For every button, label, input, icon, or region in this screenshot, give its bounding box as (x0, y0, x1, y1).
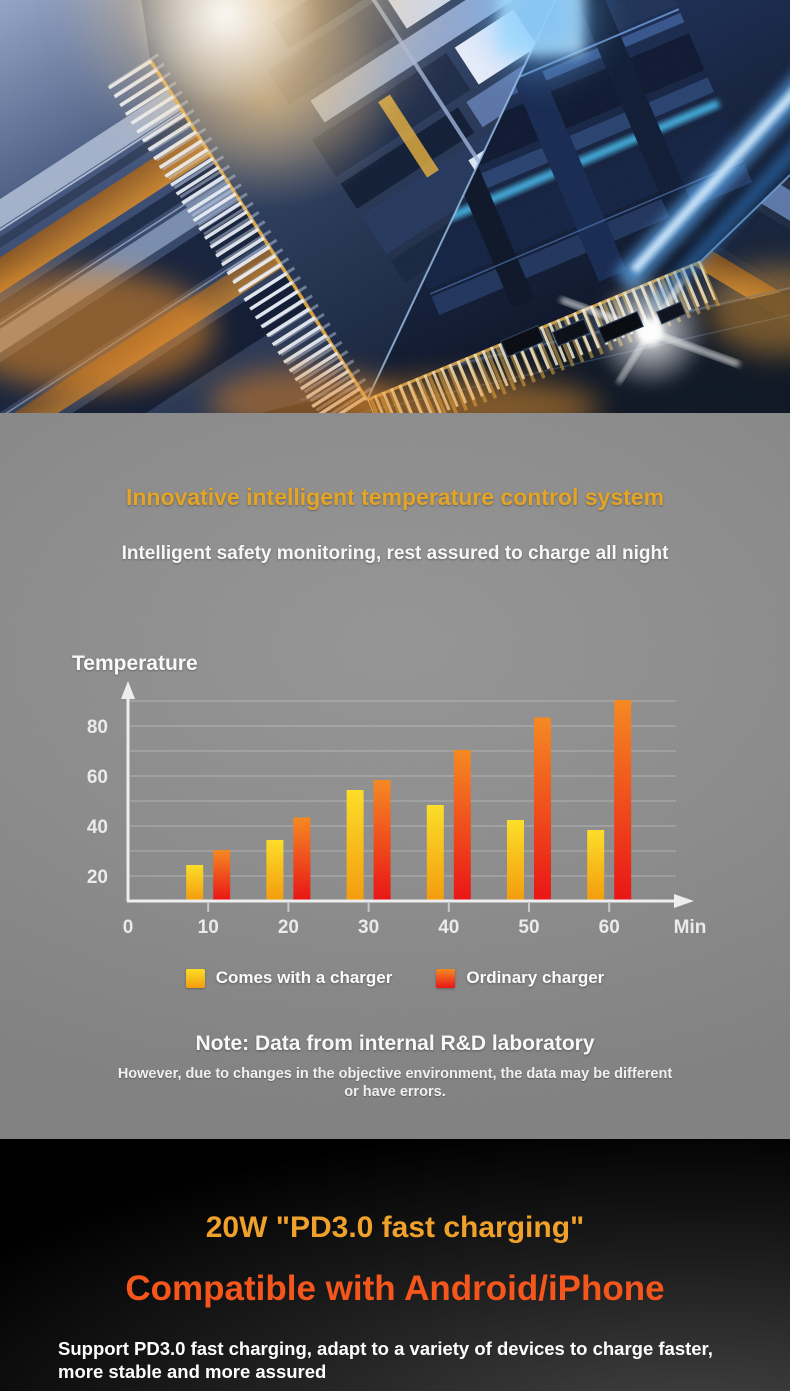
fast-charging-body: Support PD3.0 fast charging, adapt to a … (58, 1338, 713, 1383)
svg-text:40: 40 (438, 917, 459, 938)
svg-text:20: 20 (87, 867, 108, 888)
temperature-section: Innovative intelligent temperature contr… (0, 413, 790, 1139)
legend-swatch-yellow (185, 968, 205, 988)
chart-legend: Comes with a charger Ordinary charger (0, 968, 790, 988)
legend-label: Ordinary charger (466, 968, 605, 987)
svg-text:50: 50 (518, 917, 539, 938)
hero-circuit-chip-illustration (0, 0, 790, 413)
svg-text:80: 80 (87, 717, 108, 738)
svg-text:0: 0 (123, 917, 134, 938)
note-title: Note: Data from internal R&D laboratory (195, 1032, 595, 1055)
fast-charging-heading: 20W "PD3.0 fast charging" (205, 1211, 585, 1244)
legend-swatch-red (436, 968, 456, 988)
svg-text:10: 10 (198, 917, 219, 938)
svg-text:60: 60 (87, 767, 108, 788)
svg-text:20: 20 (278, 917, 299, 938)
section-title: Innovative intelligent temperature contr… (125, 484, 665, 510)
svg-text:40: 40 (87, 817, 108, 838)
svg-text:30: 30 (358, 917, 379, 938)
fast-charging-section: 20W "PD3.0 fast charging" Compatible wit… (0, 1139, 790, 1391)
hero-image (0, 0, 790, 413)
compatibility-heading: Compatible with Android/iPhone (125, 1269, 665, 1308)
legend-item-ordinary-charger: Ordinary charger (436, 968, 604, 988)
section-subtitle: Intelligent safety monitoring, rest assu… (121, 543, 669, 564)
svg-text:Min: Min (674, 917, 707, 938)
temperature-bar-chart: 0 10 20 30 40 50 60 Min 20 40 60 80 (87, 681, 707, 938)
note-body: However, due to changes in the objective… (117, 1066, 673, 1101)
legend-item-comes-with-charger: Comes with a charger (185, 968, 393, 988)
svg-text:60: 60 (599, 917, 620, 938)
legend-label: Comes with a charger (215, 968, 393, 987)
